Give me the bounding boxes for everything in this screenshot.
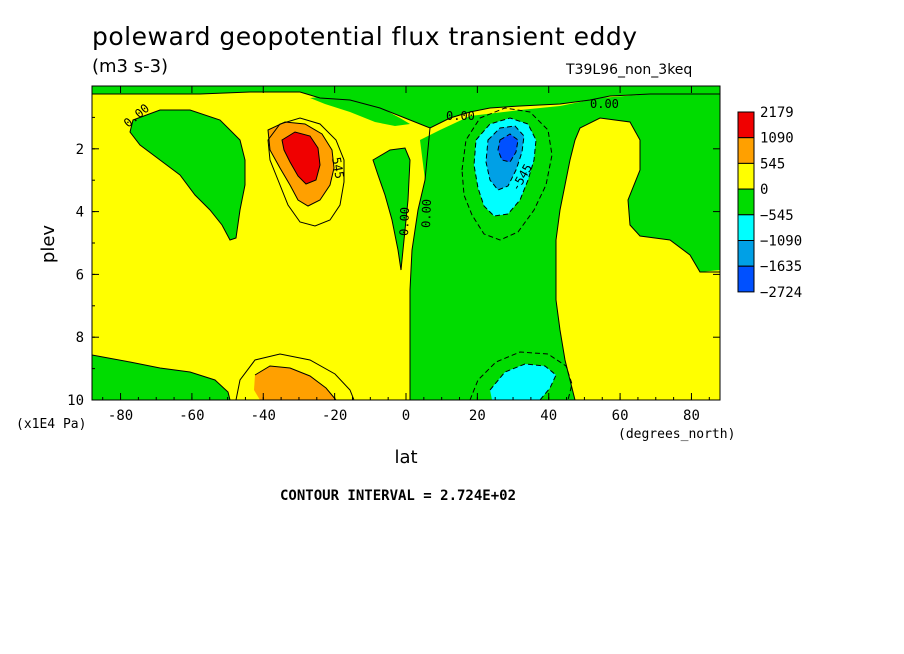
colorbar-swatch (737, 162, 755, 190)
contour-zero-sh-bottom (92, 354, 231, 400)
contour-pos-2 (267, 121, 335, 207)
fill-yellow-nh-east (556, 118, 720, 400)
fill-cyan-nh-surface (490, 364, 556, 400)
x-tick-label: -20 (322, 408, 347, 424)
contour-pos-surface-2 (254, 365, 337, 400)
x-tick-label: 60 (612, 408, 629, 424)
contour-zero-west (129, 109, 246, 241)
x-tick-label: -60 (179, 408, 204, 424)
contour-neg-surface-2 (489, 363, 557, 400)
contour-neg-3 (485, 125, 525, 191)
y-tick-label: 10 (67, 393, 84, 409)
fill-red-sh-max (282, 132, 320, 184)
x-tick-label: 0 (402, 408, 410, 424)
colorbar-label: 545 (760, 156, 785, 172)
y-tick-label: 8 (76, 330, 84, 346)
fill-green-sh-bottom (92, 355, 230, 400)
colorbar-label: −1635 (760, 259, 802, 275)
y-axis-label: plev (38, 225, 59, 264)
y-tick-label: 4 (76, 205, 84, 221)
fill-green-patch-sh (310, 96, 410, 126)
colorbar-label: −2724 (760, 285, 802, 301)
colorbar-label: 1090 (760, 131, 794, 147)
y-tick-label: 6 (76, 267, 84, 283)
contour-label: 0.00 (397, 207, 412, 236)
colorbar-swatch (737, 214, 755, 242)
filled-contours (92, 86, 720, 400)
colorbar-swatch (737, 137, 755, 164)
contour-zero-nh-east (555, 117, 720, 400)
axes (92, 86, 720, 401)
contour-zero-top (92, 91, 720, 129)
contour-neg-surface-1 (469, 351, 573, 400)
fill-green-top (92, 86, 720, 128)
contour-zero-equator-a (372, 147, 411, 271)
contour-neg-1 (461, 107, 553, 241)
x-tick-label: 40 (540, 408, 557, 424)
contour-interval-note: CONTOUR INTERVAL = 2.724E+02 (280, 488, 517, 504)
chart-units: (m3 s-3) (92, 56, 169, 77)
contour-label: 0.00 (446, 109, 475, 123)
contour-label: 0.00 (419, 199, 434, 228)
contour-pos-1 (267, 117, 345, 227)
colorbar: 2179 1090 545 0 −545 −1090 −1635 −2724 (737, 105, 802, 301)
x-unit-label: (degrees_north) (618, 427, 735, 442)
y-tick-label: 2 (76, 142, 84, 158)
x-tick-label: -80 (108, 408, 133, 424)
x-tick-label: 20 (469, 408, 486, 424)
x-tick-label: -40 (251, 408, 276, 424)
colorbar-swatch (737, 188, 755, 216)
contour-neg-2 (473, 117, 537, 217)
colorbar-swatch (737, 111, 755, 139)
contour-pos-surface-1 (235, 353, 355, 400)
contour-label: 0.00 (590, 97, 619, 111)
colorbar-label: 2179 (760, 105, 794, 121)
contour-zero-main (409, 127, 431, 400)
colorbar-label: 0 (760, 182, 768, 198)
x-tick-label: 80 (683, 408, 700, 424)
tick-labels: -80 -60 -40 -20 0 20 40 60 80 2 4 6 8 10 (67, 142, 700, 424)
fill-green-sh-west (130, 110, 245, 240)
fill-orange-sh-surface (254, 366, 336, 400)
colorbar-label: −1090 (760, 234, 802, 250)
colorbar-swatch (737, 265, 755, 293)
run-label: T39L96_non_3keq (566, 62, 693, 78)
fill-green-equator-tongue (373, 148, 410, 270)
y-unit-label: (x1E4 Pa) (16, 417, 86, 432)
contour-lines (92, 91, 720, 400)
colorbar-label: −545 (760, 208, 794, 224)
chart-title: poleward geopotential flux transient edd… (92, 22, 638, 51)
contour-lines-negative (461, 107, 573, 400)
colorbar-swatch (737, 240, 755, 267)
fill-blue-nh-min (498, 134, 518, 162)
contour-label: 545 (329, 156, 347, 180)
x-axis-label: lat (394, 447, 417, 468)
contour-pos-3 (281, 131, 321, 185)
